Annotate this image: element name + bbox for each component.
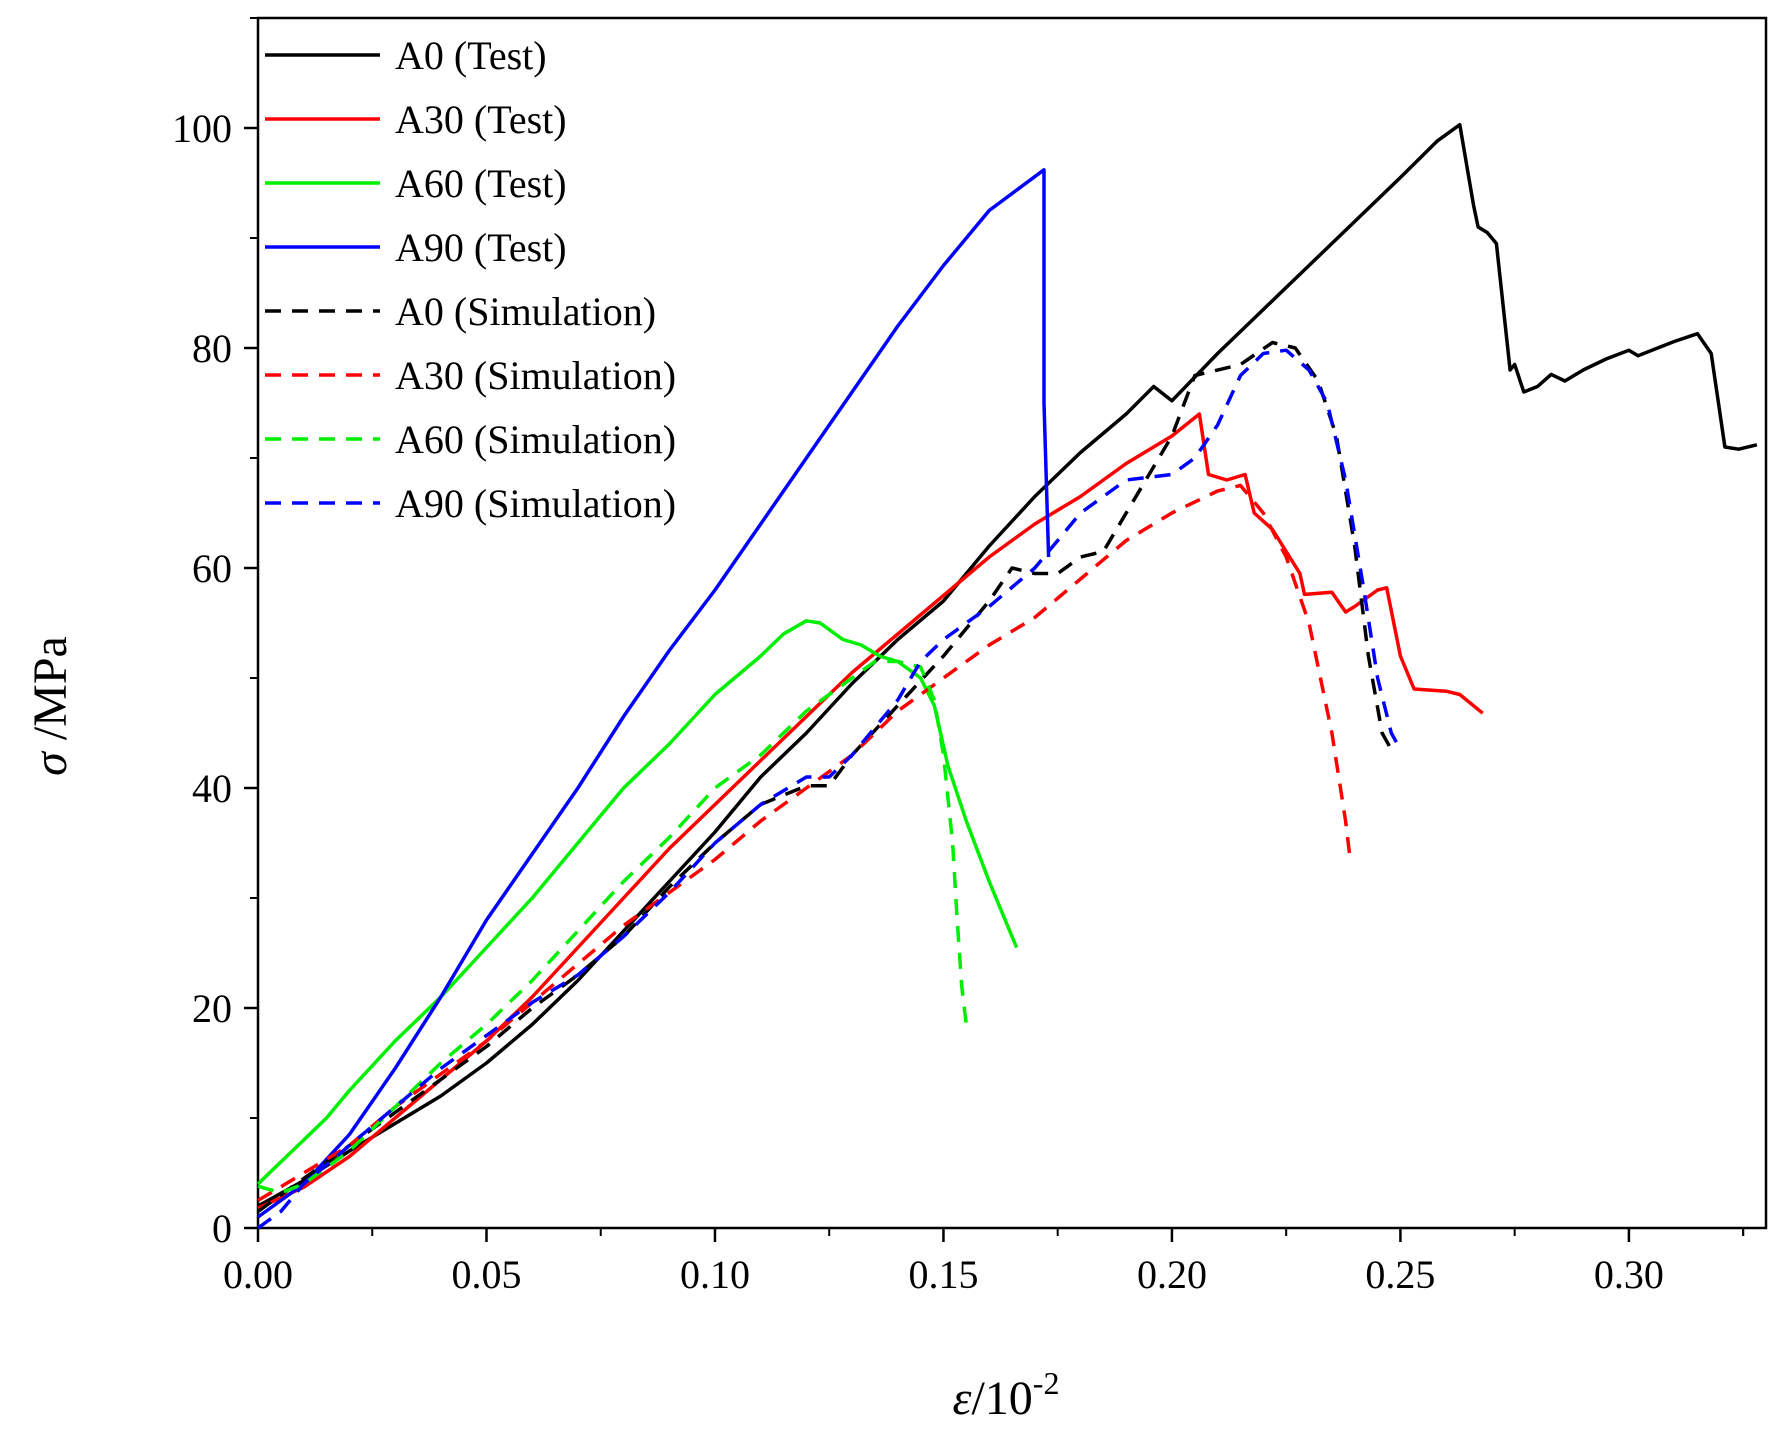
series-line-a0-test: [257, 122, 1758, 1208]
legend-label: A30 (Simulation): [395, 353, 676, 398]
legend-label: A30 (Test): [395, 97, 567, 142]
x-tick-label: 0.20: [1137, 1252, 1207, 1297]
legend-label: A90 (Simulation): [395, 481, 676, 526]
series-line-a90-test: [256, 168, 1051, 1219]
x-tick-label: 0.25: [1365, 1252, 1435, 1297]
y-axis-unit: /MPa: [24, 636, 77, 752]
x-tick-label: 0.00: [223, 1252, 293, 1297]
legend-label: A90 (Test): [395, 225, 567, 270]
plot-frame: [256, 16, 1768, 1230]
y-tick-label: 20: [192, 986, 232, 1031]
y-axis-symbol: σ: [24, 750, 77, 776]
series-line-a90-simulation: [256, 348, 1402, 1230]
x-axis-unit: /10: [971, 1372, 1032, 1425]
series-line-a30-simulation: [257, 483, 1352, 1202]
y-tick-label: 80: [192, 326, 232, 371]
x-tick-label: 0.05: [451, 1252, 521, 1297]
plot-border: [256, 16, 1768, 1230]
y-tick-label: 100: [172, 106, 232, 151]
y-tick-label: 0: [212, 1206, 232, 1251]
x-tick-label: 0.15: [908, 1252, 978, 1297]
x-tick-label: 0.30: [1594, 1252, 1664, 1297]
x-axis-symbol: ε: [953, 1372, 972, 1425]
legend-label: A0 (Test): [395, 33, 547, 78]
y-axis-title: σ /MPa: [24, 636, 77, 776]
x-axis-exponent: -2: [1033, 1365, 1060, 1401]
x-tick-label: 0.10: [680, 1252, 750, 1297]
legend-label: A60 (Test): [395, 161, 567, 206]
series-line-a30-test: [257, 412, 1484, 1210]
y-tick-label: 40: [192, 766, 232, 811]
x-axis: 0.00 0.05 0.10 0.15 0.20 0.25 0.30: [223, 1228, 1745, 1297]
series-layer: [256, 122, 1758, 1230]
series-line-a60-simulation: [257, 659, 969, 1195]
axis-titles: ε/10-2 σ /MPa: [24, 636, 1059, 1425]
y-axis: 0 20 40 60 80 100: [172, 17, 258, 1251]
x-axis-title: ε/10-2: [953, 1365, 1060, 1425]
legend-label: A0 (Simulation): [395, 289, 656, 334]
series-line-a60-test: [256, 619, 1019, 1186]
legend: A0 (Test) A30 (Test) A60 (Test) A90 (Test) A…: [265, 33, 676, 526]
y-tick-label: 60: [192, 546, 232, 591]
legend-label: A60 (Simulation): [395, 417, 676, 462]
